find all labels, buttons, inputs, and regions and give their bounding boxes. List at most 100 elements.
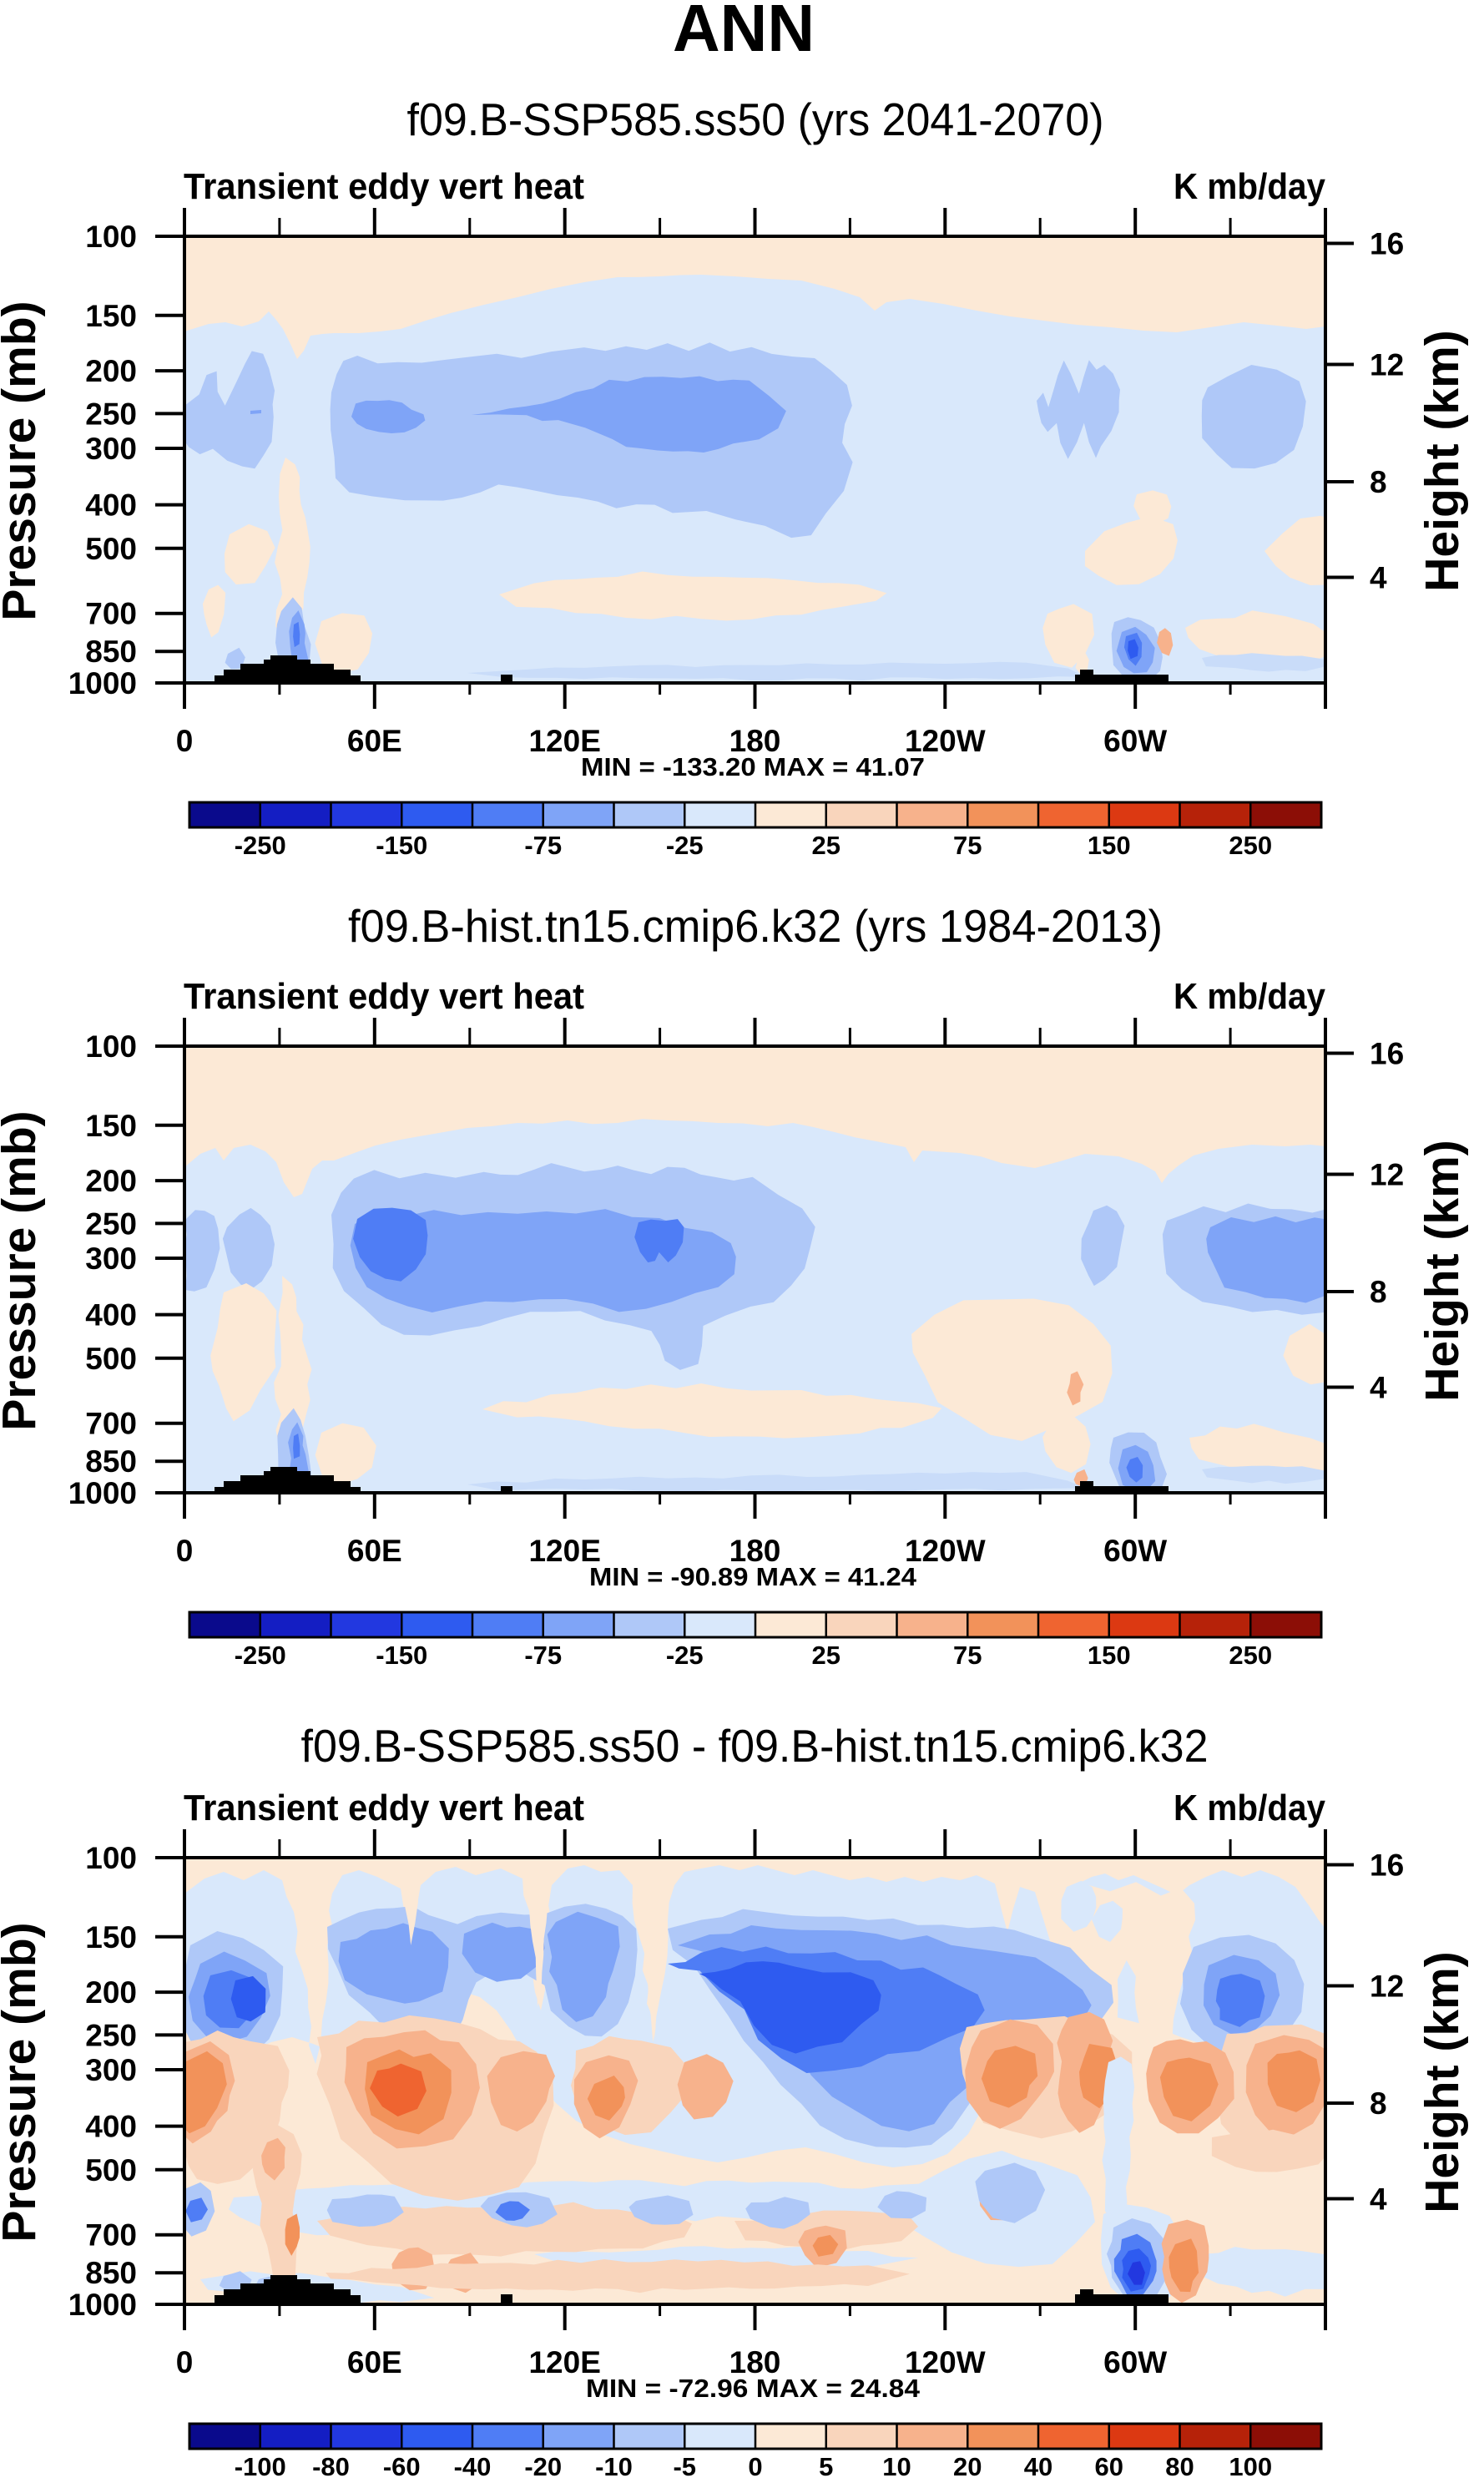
svg-text:K mb/day: K mb/day — [1174, 1788, 1325, 1828]
svg-text:-75: -75 — [524, 831, 562, 860]
svg-text:60E: 60E — [347, 1534, 402, 1568]
svg-text:120E: 120E — [528, 724, 600, 758]
svg-text:16: 16 — [1370, 227, 1404, 261]
svg-text:8: 8 — [1370, 2086, 1387, 2121]
svg-text:700: 700 — [85, 1407, 137, 1441]
svg-text:1000: 1000 — [68, 1476, 137, 1510]
svg-text:-60: -60 — [383, 2452, 421, 2481]
svg-text:300: 300 — [85, 1242, 137, 1276]
svg-text:60: 60 — [1095, 2452, 1123, 2481]
svg-text:4: 4 — [1370, 2182, 1387, 2217]
svg-text:150: 150 — [1088, 1641, 1131, 1670]
svg-text:75: 75 — [953, 1641, 982, 1670]
svg-text:12: 12 — [1370, 1158, 1404, 1192]
svg-text:-10: -10 — [595, 2452, 633, 2481]
svg-text:100: 100 — [85, 1029, 137, 1064]
svg-text:300: 300 — [85, 432, 137, 466]
svg-text:200: 200 — [85, 354, 137, 388]
svg-text:MIN = -133.20 MAX = 41.07: MIN = -133.20 MAX = 41.07 — [581, 752, 925, 781]
svg-text:250: 250 — [1229, 831, 1272, 860]
svg-text:60E: 60E — [347, 724, 402, 758]
svg-text:60W: 60W — [1103, 1534, 1167, 1568]
svg-text:Transient eddy vert heat: Transient eddy vert heat — [184, 976, 584, 1017]
svg-text:-75: -75 — [524, 1641, 562, 1670]
svg-text:-150: -150 — [376, 831, 427, 860]
svg-text:1000: 1000 — [68, 666, 137, 700]
svg-text:Transient eddy vert heat: Transient eddy vert heat — [184, 166, 584, 207]
svg-text:180: 180 — [729, 1534, 781, 1568]
svg-text:f09.B-hist.tn15.cmip6.k32 (yrs: f09.B-hist.tn15.cmip6.k32 (yrs 1984-2013… — [348, 900, 1163, 952]
svg-text:75: 75 — [953, 831, 982, 860]
svg-text:150: 150 — [85, 1109, 137, 1143]
svg-text:Transient eddy vert heat: Transient eddy vert heat — [184, 1788, 584, 1828]
svg-text:8: 8 — [1370, 465, 1387, 499]
svg-text:10: 10 — [882, 2452, 911, 2481]
svg-text:40: 40 — [1024, 2452, 1052, 2481]
svg-text:-25: -25 — [666, 1641, 704, 1670]
svg-text:250: 250 — [85, 1206, 137, 1241]
svg-text:-20: -20 — [524, 2452, 562, 2481]
svg-text:-25: -25 — [666, 831, 704, 860]
svg-text:MIN = -90.89 MAX = 41.24: MIN = -90.89 MAX = 41.24 — [589, 1562, 917, 1591]
svg-text:Height (km): Height (km) — [1416, 1140, 1469, 1402]
svg-text:250: 250 — [85, 397, 137, 431]
svg-text:K mb/day: K mb/day — [1174, 166, 1325, 207]
svg-text:25: 25 — [812, 1641, 840, 1670]
svg-text:180: 180 — [729, 2345, 781, 2379]
svg-text:500: 500 — [85, 1342, 137, 1376]
svg-text:200: 200 — [85, 1975, 137, 2010]
svg-text:150: 150 — [85, 299, 137, 333]
svg-text:-150: -150 — [376, 1641, 427, 1670]
svg-text:400: 400 — [85, 2110, 137, 2144]
svg-text:-80: -80 — [312, 2452, 350, 2481]
svg-text:ANN: ANN — [673, 0, 815, 65]
svg-text:Height (km): Height (km) — [1416, 1951, 1469, 2213]
svg-text:400: 400 — [85, 488, 137, 523]
svg-text:80: 80 — [1165, 2452, 1194, 2481]
svg-text:25: 25 — [812, 831, 840, 860]
svg-text:-250: -250 — [235, 831, 286, 860]
svg-text:100: 100 — [1229, 2452, 1272, 2481]
svg-text:Pressure (mb): Pressure (mb) — [0, 1922, 46, 2242]
svg-text:120W: 120W — [905, 724, 986, 758]
svg-text:200: 200 — [85, 1164, 137, 1198]
svg-text:4: 4 — [1370, 1371, 1387, 1405]
svg-text:20: 20 — [953, 2452, 982, 2481]
svg-text:300: 300 — [85, 2053, 137, 2087]
svg-text:250: 250 — [85, 2018, 137, 2052]
svg-text:-5: -5 — [673, 2452, 696, 2481]
svg-text:500: 500 — [85, 2153, 137, 2187]
svg-text:f09.B-SSP585.ss50 - f09.B-hist: f09.B-SSP585.ss50 - f09.B-hist.tn15.cmip… — [301, 1720, 1209, 1772]
svg-text:0: 0 — [176, 724, 194, 758]
svg-text:250: 250 — [1229, 1641, 1272, 1670]
svg-text:100: 100 — [85, 1841, 137, 1875]
svg-text:f09.B-SSP585.ss50 (yrs 2041-20: f09.B-SSP585.ss50 (yrs 2041-2070) — [407, 94, 1104, 145]
svg-text:-100: -100 — [235, 2452, 286, 2481]
svg-text:4: 4 — [1370, 561, 1387, 595]
svg-text:0: 0 — [748, 2452, 762, 2481]
svg-text:Height (km): Height (km) — [1416, 330, 1469, 592]
svg-text:400: 400 — [85, 1298, 137, 1333]
svg-text:700: 700 — [85, 597, 137, 631]
svg-text:5: 5 — [819, 2452, 833, 2481]
svg-text:-250: -250 — [235, 1641, 286, 1670]
svg-text:500: 500 — [85, 532, 137, 566]
svg-text:-40: -40 — [454, 2452, 492, 2481]
svg-text:Pressure (mb): Pressure (mb) — [0, 1110, 46, 1430]
svg-text:16: 16 — [1370, 1037, 1404, 1071]
svg-text:Pressure (mb): Pressure (mb) — [0, 301, 46, 620]
svg-text:MIN = -72.96 MAX = 24.84: MIN = -72.96 MAX = 24.84 — [586, 2374, 921, 2403]
svg-text:100: 100 — [85, 220, 137, 254]
svg-text:120E: 120E — [528, 2345, 600, 2379]
svg-text:120W: 120W — [905, 2345, 986, 2379]
svg-text:850: 850 — [85, 2256, 137, 2290]
svg-text:K mb/day: K mb/day — [1174, 976, 1325, 1017]
svg-text:120W: 120W — [905, 1534, 986, 1568]
svg-text:150: 150 — [1088, 831, 1131, 860]
svg-text:12: 12 — [1370, 1970, 1404, 2004]
svg-text:120E: 120E — [528, 1534, 600, 1568]
svg-text:60E: 60E — [347, 2345, 402, 2379]
svg-text:180: 180 — [729, 724, 781, 758]
svg-text:700: 700 — [85, 2218, 137, 2253]
svg-text:0: 0 — [176, 2345, 194, 2379]
